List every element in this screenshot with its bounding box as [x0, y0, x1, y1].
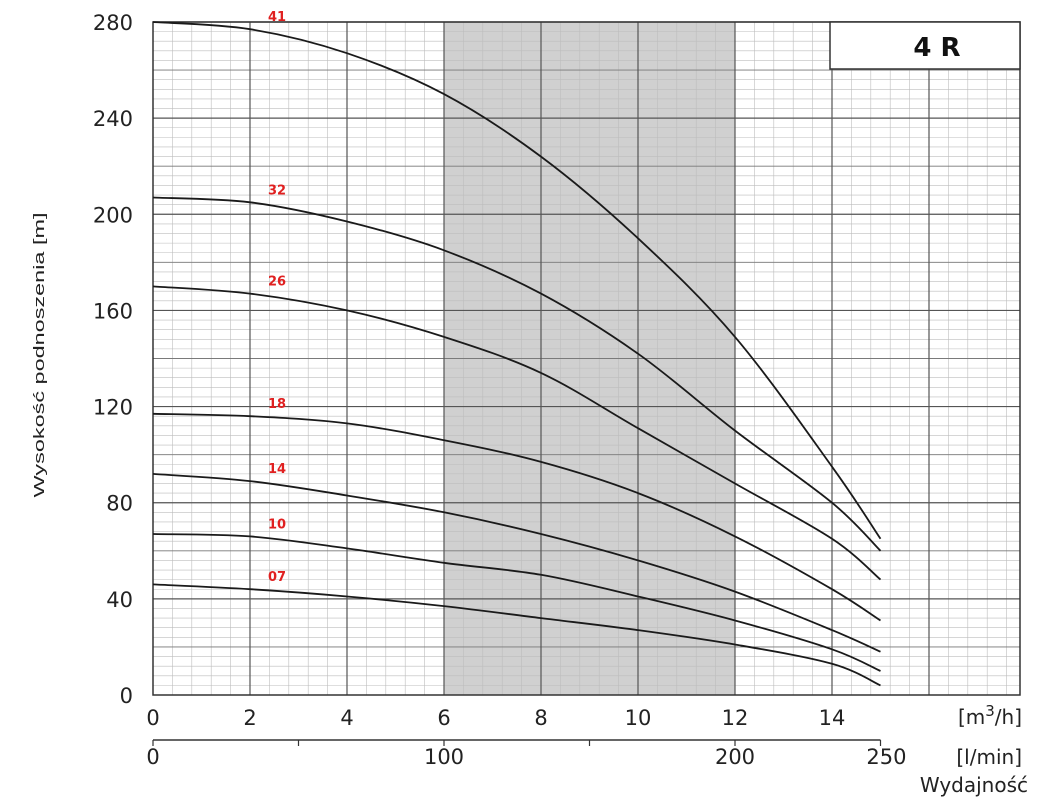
curve-label-18: 18 [268, 397, 286, 412]
axes: 0 40 80 120 160 200 240 280 0 2 4 6 8 10 12 14 0 100 200 25… [93, 11, 907, 769]
x-tick-label: 14 [819, 706, 846, 730]
curve-label-41: 41 [268, 10, 286, 25]
y-tick-label: 240 [93, 107, 133, 131]
curve-label-10: 10 [268, 517, 286, 532]
y-tick-label: 160 [93, 299, 133, 323]
curve-07 [152, 583, 881, 687]
curve-labels: 41 32 26 18 14 10 07 [268, 10, 286, 585]
curve-label-14: 14 [268, 462, 286, 477]
x-axis-unit-m3h: [m3/h] [958, 702, 1022, 729]
curve-14 [152, 473, 881, 653]
curve-18 [152, 412, 881, 622]
x2-tick-label: 250 [866, 745, 906, 769]
y-tick-label: 80 [106, 492, 133, 516]
x2-tick-label: 200 [715, 745, 755, 769]
x-axis-unit-base: [m [958, 705, 985, 729]
x-axis-unit-tail: /h] [995, 705, 1022, 729]
curve-label-07: 07 [268, 570, 286, 585]
x-tick-label: 12 [722, 706, 749, 730]
x2-tick-label: 0 [146, 745, 159, 769]
curve-26 [152, 285, 882, 581]
curve-label-26: 26 [268, 275, 286, 290]
y-tick-label: 280 [93, 11, 133, 35]
model-title: 4 R [913, 33, 960, 63]
x-tick-label: 2 [243, 706, 256, 730]
curve-41 [152, 21, 882, 540]
y-tick-label: 0 [120, 684, 133, 708]
plot-frame [152, 21, 1021, 696]
x-tick-label: 0 [146, 706, 159, 730]
x-axis-unit-lmin: [l/min] [956, 745, 1022, 769]
y-axis-label: Wysokość podnoszenia [m] [31, 213, 48, 498]
curve-10 [152, 533, 881, 672]
curve-label-32: 32 [268, 183, 286, 198]
performance-curves [152, 21, 882, 687]
x2-tick-label: 100 [424, 745, 464, 769]
x-tick-label: 6 [437, 706, 450, 730]
x-tick-label: 4 [340, 706, 353, 730]
x-axis-label: Wydajność [920, 773, 1028, 797]
model-box: 4 R [829, 21, 1021, 70]
curve-32 [152, 196, 882, 552]
x-tick-label: 8 [534, 706, 547, 730]
y-tick-label: 40 [106, 588, 133, 612]
y-tick-label: 120 [93, 396, 133, 420]
x-tick-label: 10 [625, 706, 652, 730]
y-tick-label: 200 [93, 203, 133, 227]
x-axis-unit-sup: 3 [985, 702, 995, 720]
model-box-frame [829, 21, 1021, 70]
